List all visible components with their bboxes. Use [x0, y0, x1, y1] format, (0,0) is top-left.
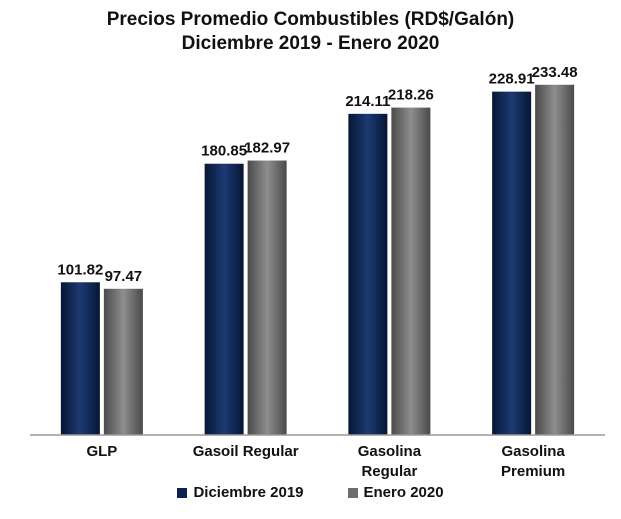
- category-label-line: GLP: [86, 443, 117, 460]
- bar-enero-2020-gasolina-premium: [535, 84, 575, 435]
- bar-diciembre-2019-gasolina-premium: [492, 91, 532, 435]
- chart-title-line: Precios Promedio Combustibles (RD$/Galón…: [106, 9, 515, 30]
- category-label-glp: GLP: [86, 443, 117, 460]
- value-label-diciembre-2019-gasolina-regular: 214.11: [345, 93, 390, 110]
- value-label-enero-2020-gasolina-regular: 218.26: [388, 87, 434, 104]
- value-label-diciembre-2019-gasoil-regular: 180.85: [201, 143, 247, 160]
- legend: Diciembre 2019 Enero 2020: [0, 484, 621, 501]
- bar-diciembre-2019-gasolina-regular: [348, 113, 388, 436]
- category-label-line: Premium: [501, 463, 565, 480]
- bar-diciembre-2019-gasoil-regular: [204, 163, 244, 435]
- bar-enero-2020-gasolina-regular: [391, 107, 431, 436]
- legend-swatch-enero-2020: [347, 487, 358, 498]
- legend-item-diciembre-2019: Diciembre 2019: [177, 484, 304, 501]
- category-label-line: Regular: [361, 463, 417, 480]
- legend-label-enero-2020: Enero 2020: [363, 484, 444, 501]
- category-label-line: Gasolina: [358, 443, 422, 460]
- chart-subtitle-line: Diciembre 2019 - Enero 2020: [181, 33, 440, 54]
- chart-title: Precios Promedio Combustibles (RD$/Galón…: [0, 8, 621, 56]
- value-label-enero-2020-glp: 97.47: [105, 268, 143, 285]
- category-label-gasoil-regular: Gasoil Regular: [193, 443, 299, 460]
- bars-layer: [60, 84, 575, 436]
- bar-enero-2020-glp: [103, 288, 143, 435]
- bar-diciembre-2019-glp: [60, 282, 100, 435]
- legend-item-enero-2020: Enero 2020: [347, 484, 444, 501]
- legend-swatch-diciembre-2019: [177, 487, 188, 498]
- value-label-enero-2020-gasoil-regular: 182.97: [244, 140, 290, 157]
- value-label-enero-2020-gasolina-premium: 233.48: [532, 64, 578, 81]
- value-label-diciembre-2019-glp: 101.82: [57, 261, 103, 278]
- legend-label-diciembre-2019: Diciembre 2019: [193, 484, 304, 501]
- category-label-line: Gasolina: [501, 443, 565, 460]
- category-label-line: Gasoil Regular: [193, 443, 299, 460]
- category-label-gasolina-premium: Gasolina Premium: [501, 443, 565, 480]
- bar-enero-2020-gasoil-regular: [247, 160, 287, 436]
- value-label-diciembre-2019-gasolina-premium: 228.91: [489, 71, 535, 88]
- category-label-gasolina-regular: Gasolina Regular: [358, 443, 422, 480]
